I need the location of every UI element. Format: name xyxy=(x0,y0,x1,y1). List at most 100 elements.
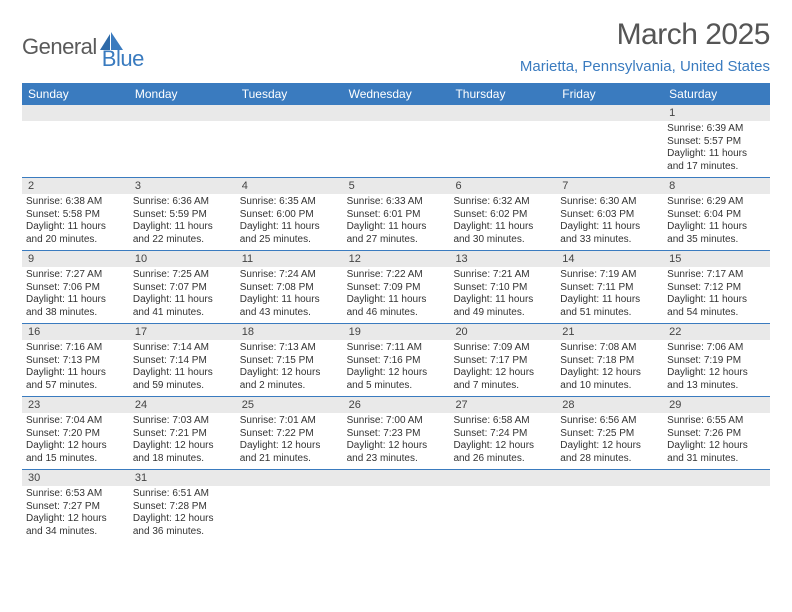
day-info-cell: Sunrise: 7:21 AMSunset: 7:10 PMDaylight:… xyxy=(449,267,556,323)
daylight-text: Daylight: 12 hours and 18 minutes. xyxy=(133,440,232,465)
weekday-header: Thursday xyxy=(449,83,556,105)
daylight-text: Daylight: 12 hours and 13 minutes. xyxy=(667,367,766,392)
daylight-text: Daylight: 12 hours and 23 minutes. xyxy=(347,440,446,465)
sunrise-text: Sunrise: 7:24 AM xyxy=(240,269,339,282)
day-info-cell: Sunrise: 6:53 AMSunset: 7:27 PMDaylight:… xyxy=(22,486,129,542)
day-number: 6 xyxy=(449,178,556,194)
day-number: 26 xyxy=(343,397,450,413)
daylight-text: Daylight: 11 hours and 49 minutes. xyxy=(453,294,552,319)
sunrise-text: Sunrise: 6:38 AM xyxy=(26,196,125,209)
day-number xyxy=(556,105,663,121)
sunset-text: Sunset: 7:23 PM xyxy=(347,428,446,441)
daylight-text: Daylight: 12 hours and 10 minutes. xyxy=(560,367,659,392)
day-info-cell xyxy=(449,486,556,542)
day-number xyxy=(449,470,556,486)
daylight-text: Daylight: 11 hours and 27 minutes. xyxy=(347,221,446,246)
daylight-text: Daylight: 11 hours and 46 minutes. xyxy=(347,294,446,319)
day-info-cell: Sunrise: 7:24 AMSunset: 7:08 PMDaylight:… xyxy=(236,267,343,323)
daylight-text: Daylight: 11 hours and 20 minutes. xyxy=(26,221,125,246)
day-info-cell xyxy=(556,486,663,542)
day-number: 13 xyxy=(449,251,556,267)
day-info-cell xyxy=(236,121,343,177)
sunrise-text: Sunrise: 7:06 AM xyxy=(667,342,766,355)
day-info-cell: Sunrise: 7:14 AMSunset: 7:14 PMDaylight:… xyxy=(129,340,236,396)
day-number: 25 xyxy=(236,397,343,413)
day-number: 7 xyxy=(556,178,663,194)
sunset-text: Sunset: 7:20 PM xyxy=(26,428,125,441)
day-info-row: Sunrise: 7:04 AMSunset: 7:20 PMDaylight:… xyxy=(22,413,770,470)
sunrise-text: Sunrise: 7:11 AM xyxy=(347,342,446,355)
day-number: 23 xyxy=(22,397,129,413)
day-number: 28 xyxy=(556,397,663,413)
day-number xyxy=(343,470,450,486)
day-info-cell: Sunrise: 7:06 AMSunset: 7:19 PMDaylight:… xyxy=(663,340,770,396)
day-info-cell: Sunrise: 7:03 AMSunset: 7:21 PMDaylight:… xyxy=(129,413,236,469)
day-number: 30 xyxy=(22,470,129,486)
daylight-text: Daylight: 11 hours and 25 minutes. xyxy=(240,221,339,246)
day-number-row: 3031 xyxy=(22,470,770,486)
daylight-text: Daylight: 11 hours and 41 minutes. xyxy=(133,294,232,319)
daylight-text: Daylight: 11 hours and 57 minutes. xyxy=(26,367,125,392)
sunset-text: Sunset: 7:25 PM xyxy=(560,428,659,441)
day-number xyxy=(22,105,129,121)
sunrise-text: Sunrise: 6:33 AM xyxy=(347,196,446,209)
sunrise-text: Sunrise: 7:09 AM xyxy=(453,342,552,355)
day-info-cell: Sunrise: 7:08 AMSunset: 7:18 PMDaylight:… xyxy=(556,340,663,396)
sunset-text: Sunset: 7:16 PM xyxy=(347,355,446,368)
day-number xyxy=(556,470,663,486)
logo-text-blue: Blue xyxy=(102,46,144,72)
page-title: March 2025 xyxy=(520,18,770,52)
weeks-container: 1Sunrise: 6:39 AMSunset: 5:57 PMDaylight… xyxy=(22,105,770,542)
page-container: General Blue March 2025 Marietta, Pennsy… xyxy=(0,0,792,552)
day-number: 3 xyxy=(129,178,236,194)
sunset-text: Sunset: 6:00 PM xyxy=(240,209,339,222)
sunrise-text: Sunrise: 6:55 AM xyxy=(667,415,766,428)
header: General Blue March 2025 Marietta, Pennsy… xyxy=(22,18,770,75)
sunset-text: Sunset: 7:13 PM xyxy=(26,355,125,368)
sunset-text: Sunset: 7:24 PM xyxy=(453,428,552,441)
sunset-text: Sunset: 7:28 PM xyxy=(133,501,232,514)
sunrise-text: Sunrise: 6:51 AM xyxy=(133,488,232,501)
day-number: 12 xyxy=(343,251,450,267)
daylight-text: Daylight: 11 hours and 17 minutes. xyxy=(667,148,766,173)
daylight-text: Daylight: 11 hours and 43 minutes. xyxy=(240,294,339,319)
day-number: 10 xyxy=(129,251,236,267)
day-number xyxy=(236,470,343,486)
sunset-text: Sunset: 6:01 PM xyxy=(347,209,446,222)
sunrise-text: Sunrise: 7:27 AM xyxy=(26,269,125,282)
day-number xyxy=(449,105,556,121)
day-number: 22 xyxy=(663,324,770,340)
sunset-text: Sunset: 7:14 PM xyxy=(133,355,232,368)
sunset-text: Sunset: 7:12 PM xyxy=(667,282,766,295)
day-info-cell: Sunrise: 7:16 AMSunset: 7:13 PMDaylight:… xyxy=(22,340,129,396)
day-number: 1 xyxy=(663,105,770,121)
day-info-cell xyxy=(22,121,129,177)
calendar: SundayMondayTuesdayWednesdayThursdayFrid… xyxy=(22,83,770,542)
title-block: March 2025 Marietta, Pennsylvania, Unite… xyxy=(520,18,770,75)
sunset-text: Sunset: 7:06 PM xyxy=(26,282,125,295)
sunrise-text: Sunrise: 6:30 AM xyxy=(560,196,659,209)
day-info-cell xyxy=(129,121,236,177)
sunset-text: Sunset: 7:09 PM xyxy=(347,282,446,295)
weekday-header: Friday xyxy=(556,83,663,105)
daylight-text: Daylight: 12 hours and 5 minutes. xyxy=(347,367,446,392)
day-info-cell xyxy=(663,486,770,542)
daylight-text: Daylight: 12 hours and 26 minutes. xyxy=(453,440,552,465)
daylight-text: Daylight: 11 hours and 30 minutes. xyxy=(453,221,552,246)
daylight-text: Daylight: 11 hours and 22 minutes. xyxy=(133,221,232,246)
day-number: 8 xyxy=(663,178,770,194)
sunrise-text: Sunrise: 7:14 AM xyxy=(133,342,232,355)
sunrise-text: Sunrise: 7:01 AM xyxy=(240,415,339,428)
sunrise-text: Sunrise: 7:19 AM xyxy=(560,269,659,282)
day-number: 9 xyxy=(22,251,129,267)
day-info-cell xyxy=(449,121,556,177)
day-info-cell: Sunrise: 6:38 AMSunset: 5:58 PMDaylight:… xyxy=(22,194,129,250)
day-info-row: Sunrise: 6:39 AMSunset: 5:57 PMDaylight:… xyxy=(22,121,770,178)
day-info-row: Sunrise: 6:53 AMSunset: 7:27 PMDaylight:… xyxy=(22,486,770,542)
sunset-text: Sunset: 7:18 PM xyxy=(560,355,659,368)
weekday-header: Saturday xyxy=(663,83,770,105)
daylight-text: Daylight: 12 hours and 28 minutes. xyxy=(560,440,659,465)
day-number: 2 xyxy=(22,178,129,194)
sunrise-text: Sunrise: 6:39 AM xyxy=(667,123,766,136)
day-info-cell: Sunrise: 7:17 AMSunset: 7:12 PMDaylight:… xyxy=(663,267,770,323)
